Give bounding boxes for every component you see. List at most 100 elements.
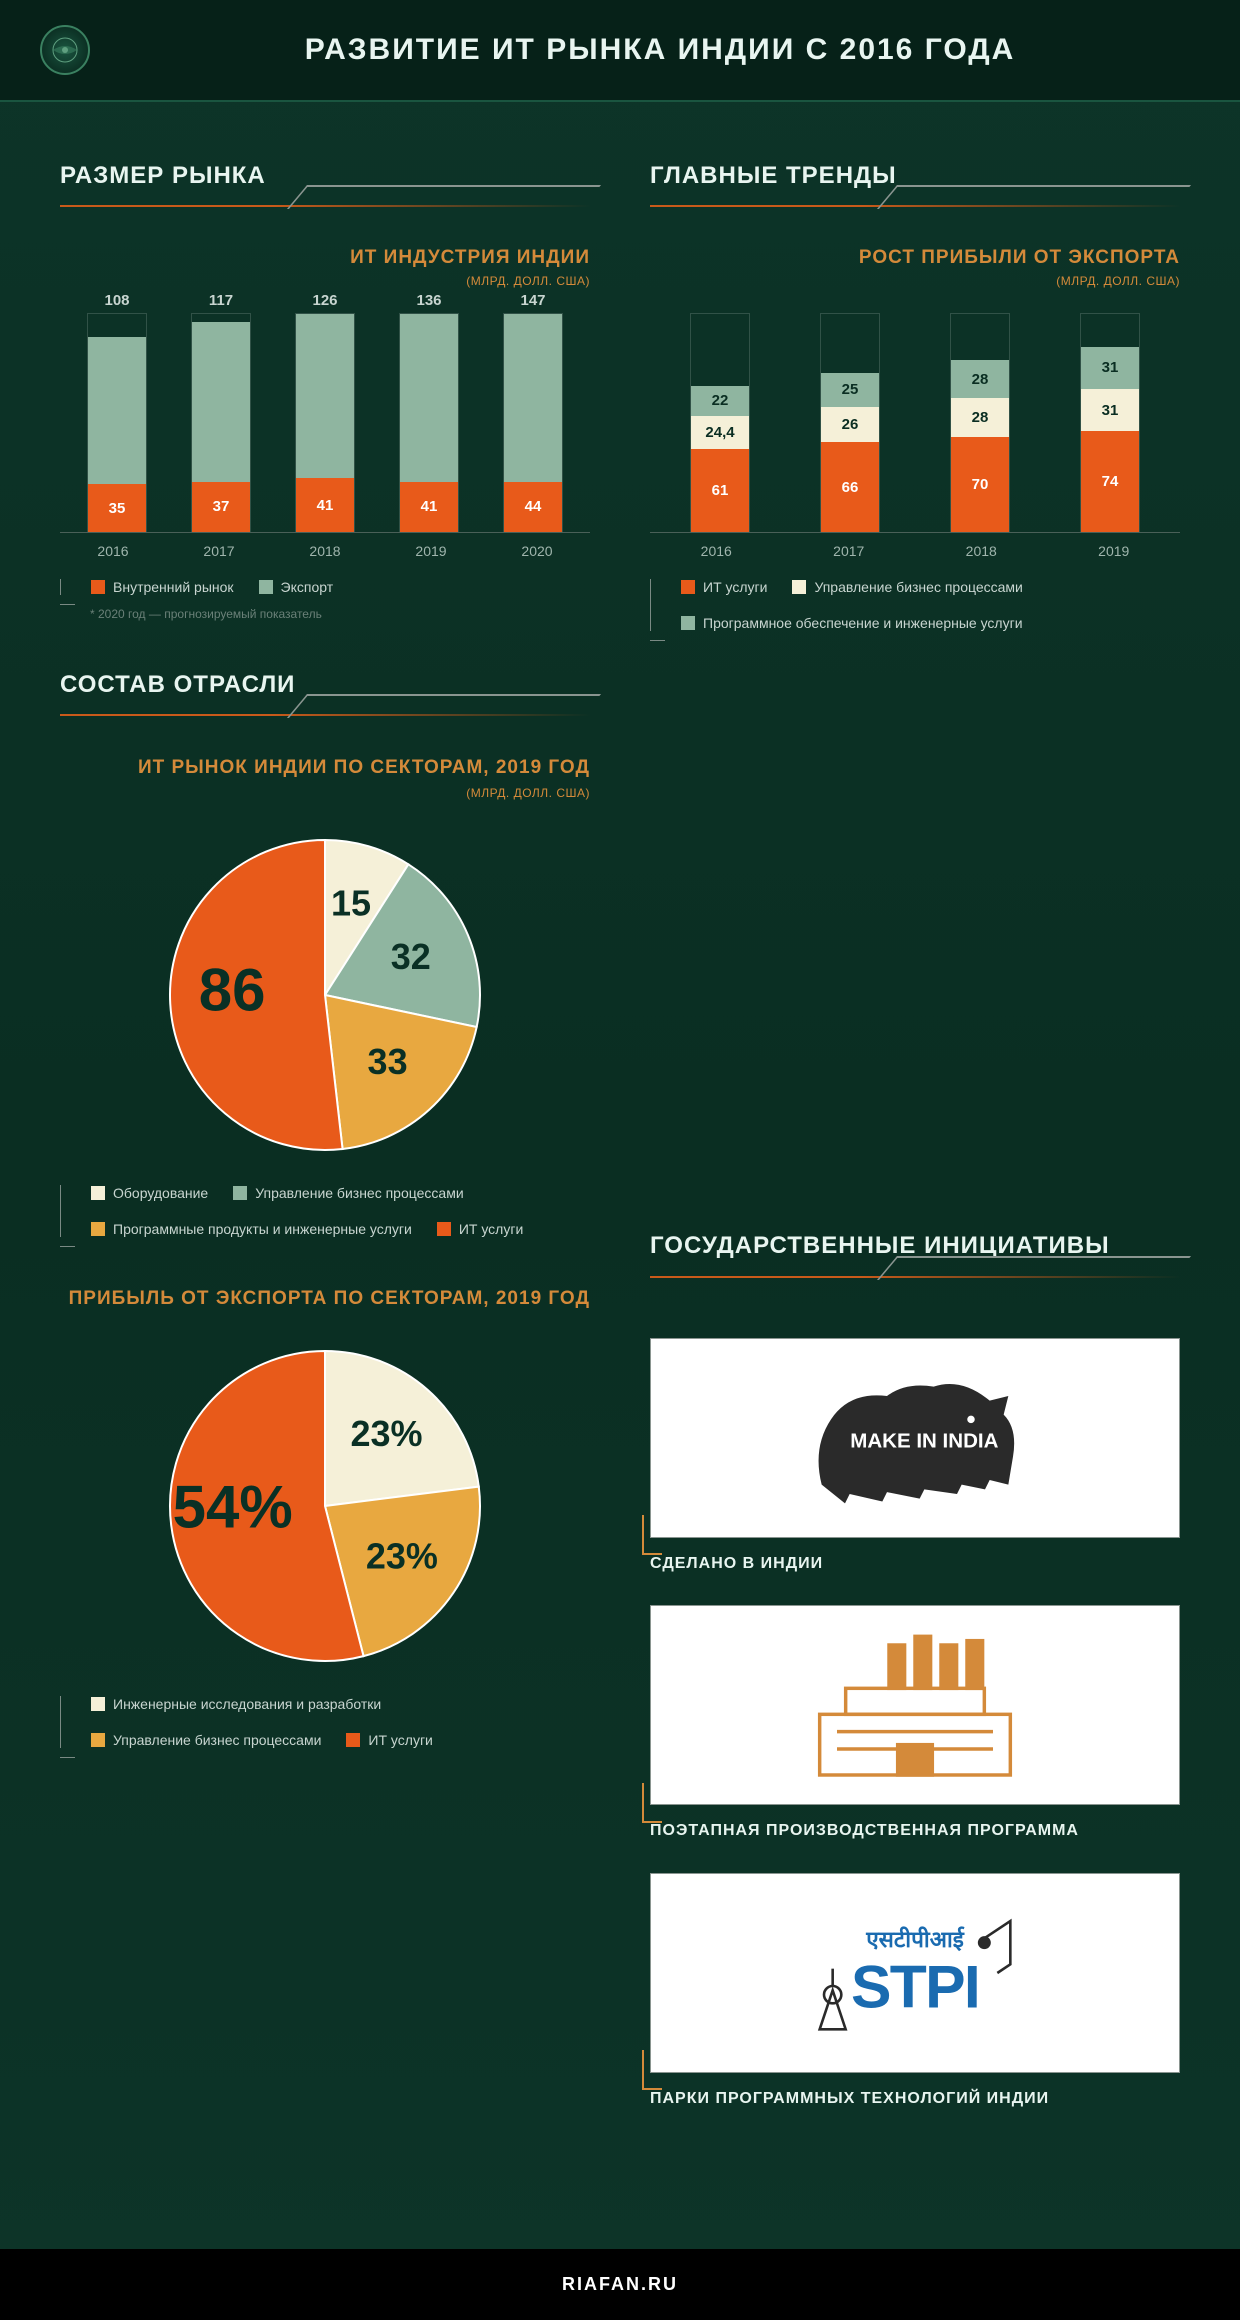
chart-subtitle: ИТ РЫНОК ИНДИИ ПО СЕКТОРАМ, 2019 ГОД bbox=[60, 756, 590, 781]
section-market-size: РАЗМЕР РЫНКА ИТ ИНДУСТРИЯ ИНДИИ (МЛРД. Д… bbox=[60, 162, 590, 631]
page-title: РАЗВИТИЕ ИТ РЫНКА ИНДИИ С 2016 ГОДА bbox=[120, 33, 1200, 67]
bar-segment: 66 bbox=[821, 442, 879, 532]
bar-column: 35108 bbox=[65, 313, 169, 532]
bar-chart-trends: 6124,422662625702828743131 bbox=[650, 313, 1180, 533]
bar-segment: 28 bbox=[951, 398, 1009, 436]
legend-item: Внутренний рынок bbox=[91, 579, 234, 595]
x-axis-label: 2018 bbox=[272, 543, 378, 559]
initiative-card: ПОЭТАПНАЯ ПРОИЗВОДСТВЕННАЯ ПРОГРАММА bbox=[650, 1605, 1180, 1842]
bar-segment: 35 bbox=[88, 484, 146, 532]
pie-label: 15 bbox=[331, 882, 371, 923]
x-axis-labels: 2016201720182019 bbox=[650, 543, 1180, 559]
svg-text:एसटीपीआई: एसटीपीआई bbox=[865, 1926, 965, 1952]
bar-segment: 41 bbox=[400, 482, 458, 533]
bar-segment: 26 bbox=[821, 407, 879, 442]
legend-item: ИТ услуги bbox=[437, 1221, 523, 1237]
bar-segment: 61 bbox=[691, 449, 749, 532]
bar-column: 743131 bbox=[1045, 313, 1175, 532]
legend-item: Программные продукты и инженерные услуги bbox=[91, 1221, 412, 1237]
bar-segment: 70 bbox=[951, 437, 1009, 532]
pie-label: 33 bbox=[368, 1040, 408, 1081]
legend-label: Управление бизнес процессами bbox=[814, 579, 1022, 595]
legend-swatch bbox=[437, 1222, 451, 1236]
bar-segment: 22 bbox=[691, 386, 749, 416]
bar-segment bbox=[400, 314, 458, 482]
initiative-image: एसटीपीआईSTPI bbox=[650, 1873, 1180, 2073]
chart-units: (МЛРД. ДОЛЛ. США) bbox=[650, 274, 1180, 288]
bar-segment: 41 bbox=[296, 478, 354, 532]
legend-label: ИТ услуги bbox=[368, 1732, 432, 1748]
x-axis-label: 2019 bbox=[378, 543, 484, 559]
x-axis-label: 2019 bbox=[1048, 543, 1181, 559]
legend-item: ИТ услуги bbox=[681, 579, 767, 595]
bar-segment: 31 bbox=[1081, 347, 1139, 389]
bar-column: 41136 bbox=[377, 313, 481, 532]
x-axis-label: 2017 bbox=[783, 543, 916, 559]
legend-item: Управление бизнес процессами bbox=[233, 1185, 463, 1201]
bar-segment: 24,4 bbox=[691, 416, 749, 449]
logo-icon bbox=[40, 25, 90, 75]
pie-label: 23% bbox=[366, 1536, 438, 1577]
chart-subtitle: ИТ ИНДУСТРИЯ ИНДИИ bbox=[60, 247, 590, 269]
legend-item: Программное обеспечение и инженерные усл… bbox=[681, 615, 1023, 631]
header: РАЗВИТИЕ ИТ РЫНКА ИНДИИ С 2016 ГОДА bbox=[0, 0, 1240, 102]
x-axis-label: 2016 bbox=[60, 543, 166, 559]
legend-item: Экспорт bbox=[259, 579, 334, 595]
x-axis-label: 2020 bbox=[484, 543, 590, 559]
legend-item: Управление бизнес процессами bbox=[792, 579, 1022, 595]
bar-segment bbox=[192, 322, 250, 481]
bar-segment: 74 bbox=[1081, 431, 1139, 532]
x-axis-labels: 20162017201820192020 bbox=[60, 543, 590, 559]
legend-label: Управление бизнес процессами bbox=[113, 1732, 321, 1748]
legend-swatch bbox=[91, 1222, 105, 1236]
legend-swatch bbox=[91, 1186, 105, 1200]
legend: ИТ услуги Управление бизнес процессами Про… bbox=[650, 579, 1180, 631]
pie-label: 54% bbox=[173, 1474, 293, 1541]
legend-item: Управление бизнес процессами bbox=[91, 1732, 321, 1748]
x-axis-label: 2017 bbox=[166, 543, 272, 559]
legend-swatch bbox=[91, 580, 105, 594]
bar-value-label: 136 bbox=[416, 292, 441, 309]
legend-swatch bbox=[792, 580, 806, 594]
initiative-card: MAKE IN INDIA СДЕЛАНО В ИНДИИ bbox=[650, 1338, 1180, 1575]
bar-column: 6124,422 bbox=[655, 313, 785, 532]
legend-label: ИТ услуги bbox=[703, 579, 767, 595]
legend: Оборудование Управление бизнес процессами… bbox=[60, 1185, 590, 1237]
legend-swatch bbox=[233, 1186, 247, 1200]
initiatives-list: MAKE IN INDIA СДЕЛАНО В ИНДИИ ПОЭТАПНАЯ … bbox=[650, 1338, 1180, 2110]
legend-label: Управление бизнес процессами bbox=[255, 1185, 463, 1201]
bar-segment: 28 bbox=[951, 360, 1009, 398]
legend: Внутренний рынок Экспорт bbox=[60, 579, 590, 595]
bar-value-label: 147 bbox=[520, 292, 545, 309]
section-composition: СОСТАВ ОТРАСЛИ ИТ РЫНОК ИНДИИ ПО СЕКТОРА… bbox=[60, 671, 590, 1748]
pie-label: 23% bbox=[350, 1414, 422, 1455]
legend-swatch bbox=[91, 1733, 105, 1747]
initiative-card: एसटीपीआईSTPI ПАРКИ ПРОГРАММНЫХ ТЕХНОЛОГИ… bbox=[650, 1873, 1180, 2110]
section-trends: ГЛАВНЫЕ ТРЕНДЫ РОСТ ПРИБЫЛИ ОТ ЭКСПОРТА … bbox=[650, 162, 1180, 631]
chart-subtitle: ПРИБЫЛЬ ОТ ЭКСПОРТА ПО СЕКТОРАМ, 2019 ГО… bbox=[60, 1287, 590, 1312]
legend-label: Внутренний рынок bbox=[113, 579, 234, 595]
bar-column: 702828 bbox=[915, 313, 1045, 532]
bar-column: 41126 bbox=[273, 313, 377, 532]
chart-units: (МЛРД. ДОЛЛ. США) bbox=[60, 274, 590, 288]
pie-label: 32 bbox=[391, 936, 431, 977]
legend-item: Оборудование bbox=[91, 1185, 208, 1201]
x-axis-label: 2016 bbox=[650, 543, 783, 559]
chart-units: (МЛРД. ДОЛЛ. США) bbox=[60, 786, 590, 800]
bar-column: 44147 bbox=[481, 313, 585, 532]
legend-label: Экспорт bbox=[281, 579, 334, 595]
footer: RIAFAN.RU bbox=[0, 2249, 1240, 2320]
initiative-label: ПОЭТАПНАЯ ПРОИЗВОДСТВЕННАЯ ПРОГРАММА bbox=[650, 1820, 1180, 1842]
legend-swatch bbox=[346, 1733, 360, 1747]
legend: Инженерные исследования и разработки Упра… bbox=[60, 1696, 590, 1748]
legend-label: Программное обеспечение и инженерные усл… bbox=[703, 615, 1023, 631]
legend-label: Инженерные исследования и разработки bbox=[113, 1696, 381, 1712]
x-axis-label: 2018 bbox=[915, 543, 1048, 559]
initiative-label: ПАРКИ ПРОГРАММНЫХ ТЕХНОЛОГИЙ ИНДИИ bbox=[650, 2088, 1180, 2110]
initiative-label: СДЕЛАНО В ИНДИИ bbox=[650, 1553, 1180, 1575]
svg-text:MAKE IN INDIA: MAKE IN INDIA bbox=[850, 1429, 998, 1452]
legend-swatch bbox=[681, 580, 695, 594]
legend-label: Оборудование bbox=[113, 1185, 208, 1201]
legend-swatch bbox=[259, 580, 273, 594]
legend-label: Программные продукты и инженерные услуги bbox=[113, 1221, 412, 1237]
